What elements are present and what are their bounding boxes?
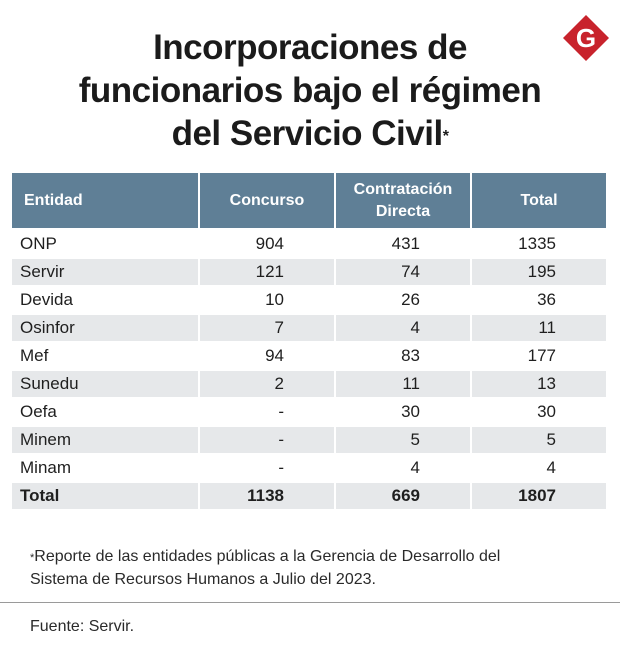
gestion-logo-icon: G: [563, 15, 609, 61]
total-contratacion-directa: 669: [336, 483, 472, 511]
source-credit: Fuente: Servir.: [30, 618, 135, 635]
cell-contratacion-directa: 431: [336, 231, 472, 259]
cell-concurso: 121: [200, 259, 336, 287]
cell-total: 4: [472, 455, 606, 483]
cell-total: 1335: [472, 231, 606, 259]
footnote-line-2: Sistema de Recursos Humanos a Julio del …: [30, 571, 376, 588]
cell-concurso: -: [200, 427, 336, 455]
cell-total: 195: [472, 259, 606, 287]
table-row: Devida 10 26 36: [12, 287, 606, 315]
cell-total: 13: [472, 371, 606, 399]
cell-entidad: Devida: [12, 287, 200, 315]
table-row: Minem -5 5: [12, 427, 606, 455]
cell-total: 11: [472, 315, 606, 343]
total-total: 1807: [472, 483, 606, 511]
footnote: *Reporte de las entidades públicas a la …: [30, 545, 600, 591]
cell-entidad: Minam: [12, 455, 200, 483]
title-footnote-marker: *: [442, 128, 449, 145]
cell-concurso: 10: [200, 287, 336, 315]
table-row: Sunedu 2 11 13: [12, 371, 606, 399]
header-contratacion-directa: Contratación Directa: [336, 173, 472, 231]
table-header-row: Entidad Concurso Contratación Directa Tot…: [12, 173, 606, 231]
table-row: Servir 121 74 195: [12, 259, 606, 287]
cell-contratacion-directa: 30: [336, 399, 472, 427]
cell-entidad: Servir: [12, 259, 200, 287]
cell-contratacion-directa: 11: [336, 371, 472, 399]
table-row: Minam -4 4: [12, 455, 606, 483]
header-contratacion-line-1: Contratación: [353, 180, 453, 198]
table-body: ONP 904 431 1335 Servir 121 74 195 Devida 10 26 36 O…: [12, 231, 606, 511]
logo-letter: G: [576, 23, 596, 53]
table-row: Oefa -30 30: [12, 399, 606, 427]
cell-contratacion-directa: 74: [336, 259, 472, 287]
total-concurso: 1138: [200, 483, 336, 511]
total-label: Total: [12, 483, 200, 511]
cell-concurso: -: [200, 399, 336, 427]
divider: [0, 602, 620, 603]
cell-contratacion-directa: 26: [336, 287, 472, 315]
cell-entidad: Oefa: [12, 399, 200, 427]
cell-entidad: Sunedu: [12, 371, 200, 399]
header-entidad: Entidad: [12, 173, 200, 231]
cell-total: 177: [472, 343, 606, 371]
cell-concurso: 2: [200, 371, 336, 399]
cell-entidad: Osinfor: [12, 315, 200, 343]
footnote-line-1: *Reporte de las entidades públicas a la …: [30, 545, 600, 568]
footnote-line-1-text: Reporte de las entidades públicas a la G…: [34, 548, 501, 565]
cell-contratacion-directa: 4: [336, 455, 472, 483]
cell-concurso: 7: [200, 315, 336, 343]
title-line-3-text: del Servicio Civil: [171, 114, 444, 153]
header-contratacion-line-2: Directa: [375, 202, 431, 220]
table-row: Osinfor 7 4 11: [12, 315, 606, 343]
cell-contratacion-directa: 4: [336, 315, 472, 343]
data-table: Entidad Concurso Contratación Directa Tot…: [12, 173, 606, 511]
title-line-2: funcionarios bajo el régimen: [78, 71, 542, 110]
cell-concurso: -: [200, 455, 336, 483]
chart-title: Incorporaciones de funcionarios bajo el …: [0, 26, 620, 155]
cell-entidad: Mef: [12, 343, 200, 371]
title-line-1: Incorporaciones de: [153, 28, 467, 67]
table-row: ONP 904 431 1335: [12, 231, 606, 259]
header-total: Total: [472, 173, 606, 231]
cell-total: 36: [472, 287, 606, 315]
cell-entidad: Minem: [12, 427, 200, 455]
cell-total: 5: [472, 427, 606, 455]
cell-concurso: 94: [200, 343, 336, 371]
footnote-marker: *: [30, 552, 35, 564]
cell-total: 30: [472, 399, 606, 427]
cell-contratacion-directa: 83: [336, 343, 472, 371]
cell-entidad: ONP: [12, 231, 200, 259]
cell-contratacion-directa: 5: [336, 427, 472, 455]
table-row: Mef 94 83 177: [12, 343, 606, 371]
header-concurso: Concurso: [200, 173, 336, 231]
cell-concurso: 904: [200, 231, 336, 259]
title-line-3: del Servicio Civil*: [0, 112, 620, 155]
table-total-row: Total 1138 669 1807: [12, 483, 606, 511]
